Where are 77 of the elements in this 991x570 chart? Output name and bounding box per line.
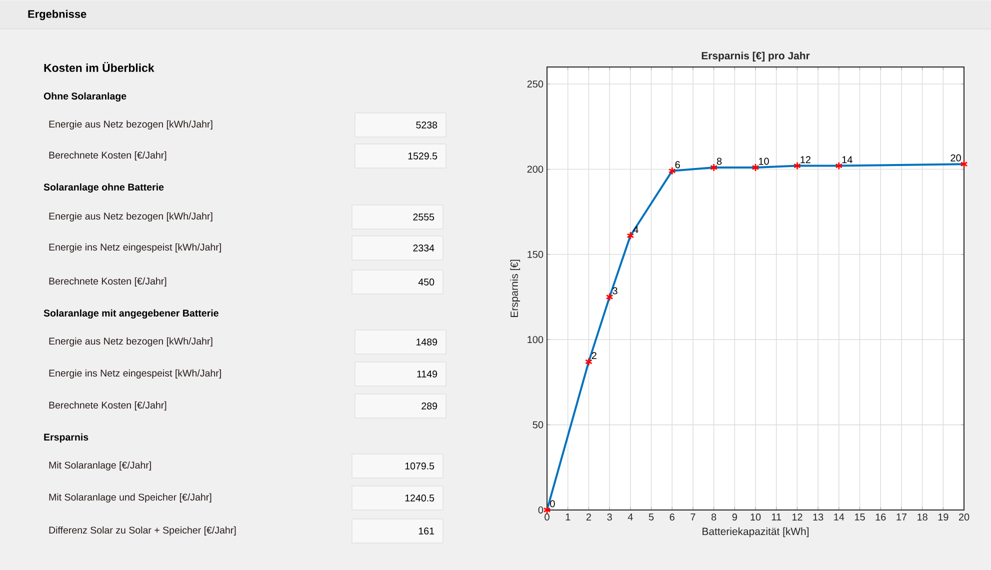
text: 1149 [417,370,438,378]
point [626,231,634,240]
text: Energie ins Netz eingespeist [kWh/Jahr] [49,243,221,253]
y-tick-label: 250 [527,80,544,88]
chart-title: Ersparnis [€] pro Jahr [702,52,810,62]
x-tick-label: 18 [918,514,928,521]
x-tick-label: 4 [628,514,633,520]
x-tick-label: 6 [670,514,674,521]
text: 2334 [413,244,434,252]
point [606,292,614,302]
x-tick-label: 20 [958,514,970,521]
x-tick-label: 1 [566,514,570,520]
text: Kosten im Überblick [44,62,154,72]
annotation: 20 [950,154,961,162]
point [835,162,843,170]
line-series [546,163,966,511]
x-tick-label: 2 [586,514,591,520]
text: 1079.5 [405,462,434,470]
point [710,163,718,172]
text: 1529.5 [408,152,438,160]
annotation: 12 [800,156,810,164]
x-tick-label: 16 [876,514,886,521]
text: 5238 [416,122,438,128]
annotation: 14 [842,156,852,164]
x-tick-label: 14 [834,514,844,520]
x-tick-label: 5 [648,514,654,520]
text: Energie aus Netz bezogen [kWh/Jahr] [49,212,212,222]
text: Ohne Solaranlage [44,92,126,102]
text: 161 [418,528,434,534]
x-tick-label: 15 [854,514,865,520]
point [584,358,592,366]
annotation: 8 [716,158,722,165]
x-tick-label: 8 [711,514,716,521]
point [793,162,801,170]
text: Berechnete Kosten [€/Jahr] [49,277,166,287]
text: Ersparnis [44,433,88,443]
x-tick-label: 17 [896,514,907,520]
y-tick-label: 200 [527,166,544,173]
x-tick-label: 13 [813,514,824,521]
text: Berechnete Kosten [€/Jahr] [49,151,166,161]
text: 2555 [413,214,434,220]
text: Mit Solaranlage [€/Jahr] [49,461,151,471]
annotation: 10 [758,158,769,165]
text: Energie ins Netz eingespeist [kWh/Jahr] [49,369,221,379]
text: Energie aus Netz bezogen [kWh/Jahr] [49,337,212,347]
text: Energie aus Netz bezogen [kWh/Jahr] [49,120,212,130]
annotation: 0 [550,500,555,508]
annotation: 3 [612,287,618,294]
text: 1240.5 [405,494,434,502]
x-tick-label: 3 [607,514,612,521]
text: Mit Solaranlage und Speicher [€/Jahr] [49,493,212,503]
text: Berechnete Kosten [€/Jahr] [49,401,166,411]
y-axis-title: Ersparnis [€] [510,260,520,317]
x-tick-label: 12 [792,514,802,520]
x-tick-label: 19 [938,514,948,521]
y-tick-label: 150 [528,250,544,258]
y-tick-label: 50 [532,421,544,428]
x-tick-label: 11 [772,514,782,520]
annotation: 6 [675,161,680,168]
point [668,166,676,176]
text: Solaranlage mit angegebener Batterie [44,309,218,319]
x-tick-label: 10 [750,514,761,521]
annotation: 2 [592,352,596,360]
text: 1489 [416,338,438,346]
text: Solaranlage ohne Batterie [44,183,164,193]
x-axis-title: Batteriekapazität [kWh] [702,527,809,538]
point [752,163,760,172]
text: 289 [422,402,438,410]
text: Ergebnisse [28,10,86,20]
y-tick-label: 0 [538,506,544,514]
y-tick-label: 100 [528,336,544,344]
point [960,160,968,168]
x-tick-label: 9 [732,514,737,521]
x-tick-label: 0 [544,514,550,521]
x-tick-label: 7 [690,514,696,520]
text: Differenz Solar zu Solar + Speicher [€/Jahr] [49,526,236,536]
text: 450 [418,278,434,286]
